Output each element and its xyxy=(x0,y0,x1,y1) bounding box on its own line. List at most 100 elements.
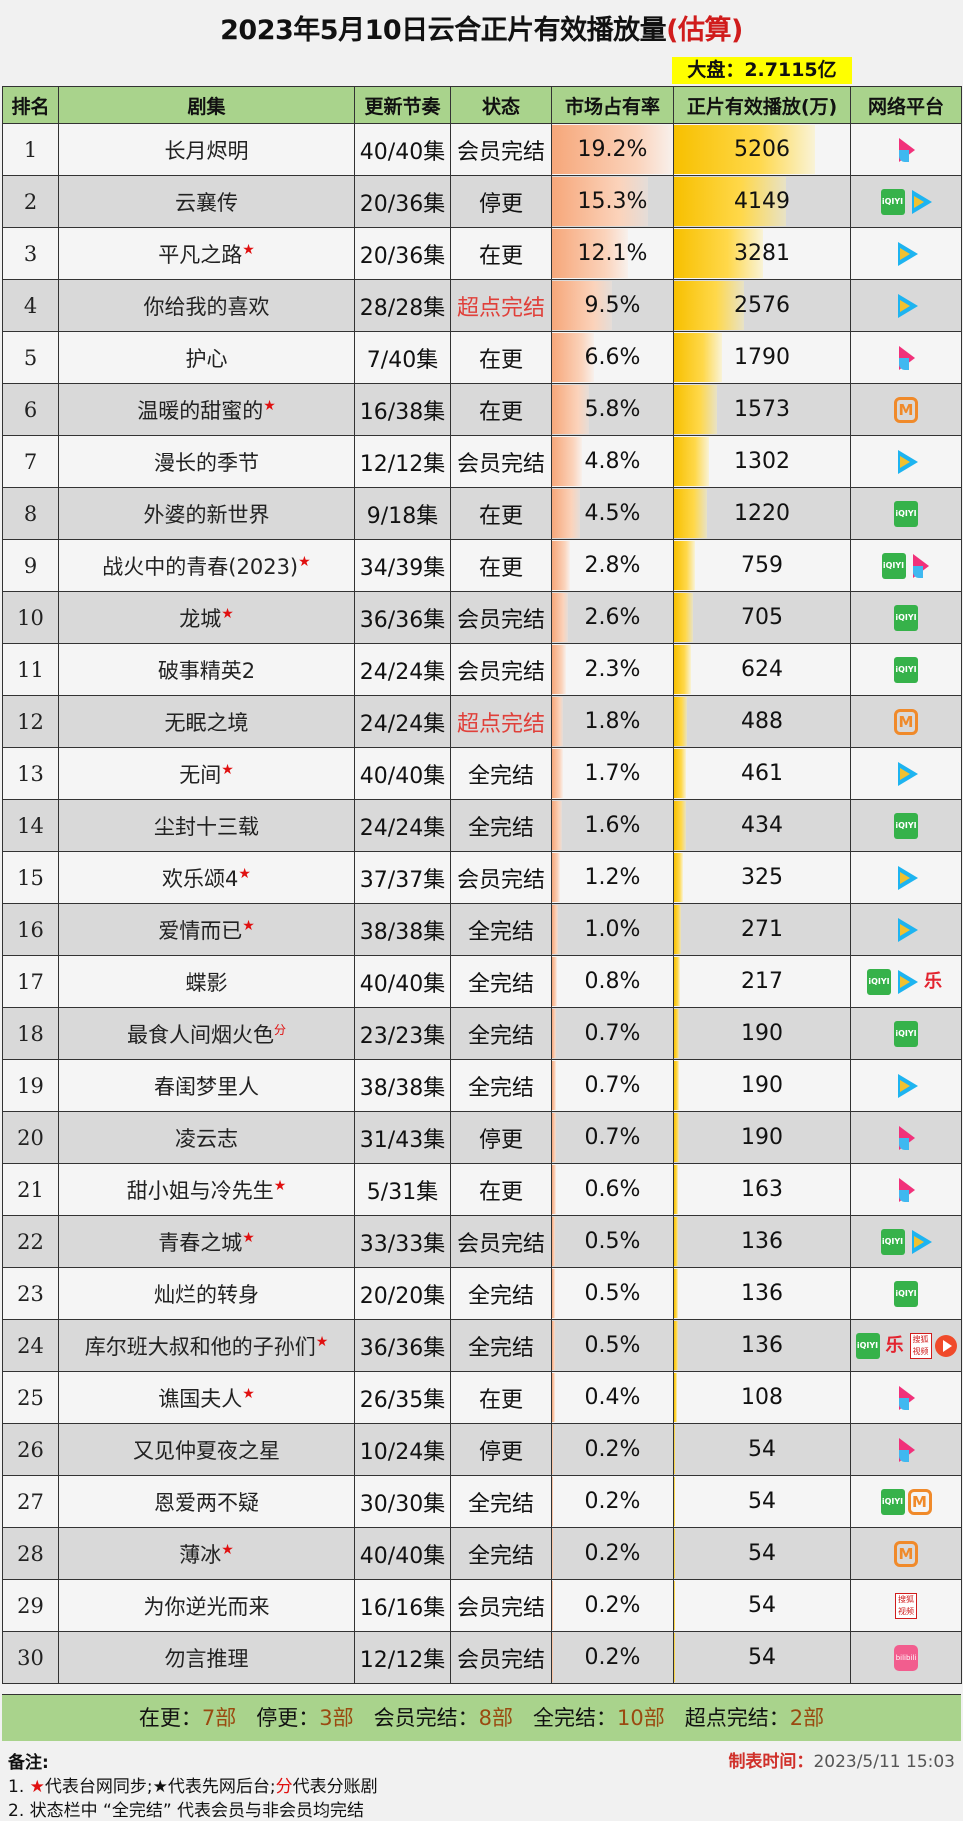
table-row: 24 库尔班大叔和他的子孙们★ 36/36集 全完结 0.5% 136 iQIYI 乐搜狐视频 xyxy=(2,1319,962,1372)
rank-cell: 1 xyxy=(2,123,59,176)
market-share-value: 1.0% xyxy=(584,917,641,942)
iqiyi-icon: iQIYI xyxy=(867,968,891,995)
rank-cell: 22 xyxy=(2,1215,59,1268)
episodes-cell: 20/20集 xyxy=(354,1267,451,1320)
plays-bar xyxy=(674,801,686,850)
plays-cell: 461 xyxy=(673,747,851,800)
redplay-icon xyxy=(934,1334,957,1357)
market-share-cell: 12.1% xyxy=(551,227,674,280)
platform-cell: M xyxy=(850,1527,962,1580)
youku-icon xyxy=(895,1177,917,1203)
platform-cell xyxy=(850,1163,962,1216)
market-share-value: 0.5% xyxy=(584,1281,641,1306)
platform-icons: iQIYI xyxy=(852,1280,961,1307)
status-cell: 在更 xyxy=(450,331,552,384)
episodes-cell: 10/24集 xyxy=(354,1423,451,1476)
table-row: 2 云襄传 20/36集 停更 15.3% 4149 iQIYI xyxy=(2,175,962,228)
iqiyi-icon: iQIYI xyxy=(880,1488,905,1515)
episodes-cell: 40/40集 xyxy=(354,955,451,1008)
platform-cell xyxy=(850,435,962,488)
platform-cell: iQIYI xyxy=(850,539,962,592)
market-share-cell: 2.3% xyxy=(551,643,674,696)
table-row: 5 护心 7/40集 在更 6.6% 1790 xyxy=(2,331,962,384)
bili-icon: bilibili xyxy=(894,1644,918,1671)
market-share-bar xyxy=(552,229,629,278)
star-icon: ★ xyxy=(221,761,234,778)
plays-bar xyxy=(674,1425,676,1474)
market-share-bar xyxy=(552,1425,554,1474)
episodes-cell: 12/12集 xyxy=(354,435,451,488)
status-cell: 全完结 xyxy=(450,1475,552,1528)
market-share-bar xyxy=(552,125,673,174)
drama-name-cell: 欢乐颂4★ xyxy=(58,851,355,904)
platform-cell: iQIYI xyxy=(850,1215,962,1268)
episodes-cell: 40/40集 xyxy=(354,747,451,800)
market-share-value: 0.7% xyxy=(584,1021,641,1046)
drama-name-cell: 战火中的青春(2023)★ xyxy=(58,539,355,592)
drama-name-cell: 护心 xyxy=(58,331,355,384)
plays-bar xyxy=(674,593,694,642)
market-share-bar xyxy=(552,645,567,694)
platform-cell xyxy=(850,1371,962,1424)
drama-name-cell: 漫长的季节 xyxy=(58,435,355,488)
episodes-cell: 24/24集 xyxy=(354,643,451,696)
revenue-share-mark: 分 xyxy=(273,1022,286,1037)
market-share-cell: 9.5% xyxy=(551,279,674,332)
drama-name-cell: 最食人间烟火色分 xyxy=(58,1007,355,1060)
platform-cell xyxy=(850,227,962,280)
plays-value: 136 xyxy=(741,1333,783,1358)
plays-value: 1790 xyxy=(734,345,790,370)
episodes-cell: 37/37集 xyxy=(354,851,451,904)
plays-bar xyxy=(674,541,695,590)
tencent-icon xyxy=(894,865,918,891)
drama-name: 爱情而已 xyxy=(158,918,243,943)
rank-cell: 4 xyxy=(2,279,59,332)
episodes-cell: 31/43集 xyxy=(354,1111,451,1164)
plays-cell: 163 xyxy=(673,1163,851,1216)
drama-name-cell: 薄冰★ xyxy=(58,1527,355,1580)
plays-bar xyxy=(674,177,787,226)
plays-cell: 136 xyxy=(673,1319,851,1372)
market-share-value: 1.6% xyxy=(584,813,641,838)
drama-name: 护心 xyxy=(185,346,228,371)
table-row: 10 龙城★ 36/36集 会员完结 2.6% 705 iQIYI xyxy=(2,591,962,644)
market-share-cell: 1.6% xyxy=(551,799,674,852)
star-icon: ★ xyxy=(242,1229,255,1246)
table-row: 21 甜小姐与冷先生★ 5/31集 在更 0.6% 163 xyxy=(2,1163,962,1216)
platform-cell: iQIYI xyxy=(850,487,962,540)
youku-icon xyxy=(895,345,917,371)
plays-bar xyxy=(674,437,710,486)
status-cell: 会员完结 xyxy=(450,1631,552,1684)
plays-bar xyxy=(674,125,815,174)
summary-count: 7部 xyxy=(201,1706,237,1730)
iqiyi-icon: iQIYI xyxy=(855,1332,880,1359)
platform-cell xyxy=(850,747,962,800)
status-cell: 会员完结 xyxy=(450,643,552,696)
rank-cell: 8 xyxy=(2,487,59,540)
platform-cell: iQIYI 乐搜狐视频 xyxy=(850,1319,962,1372)
market-share-bar xyxy=(552,853,560,902)
plays-bar xyxy=(674,1165,679,1214)
youku-icon xyxy=(895,1125,917,1151)
drama-name-cell: 无眠之境 xyxy=(58,695,355,748)
plays-value: 271 xyxy=(741,917,783,942)
drama-name: 破事精英2 xyxy=(157,658,256,683)
plays-value: 3281 xyxy=(734,241,790,266)
platform-cell: iQIYI M xyxy=(850,1475,962,1528)
note-line-1: 1. ★代表台网同步;★代表先网后台;分代表分账剧 xyxy=(8,1772,378,1797)
youku-icon xyxy=(909,553,931,579)
plays-bar xyxy=(674,281,744,330)
status-cell: 全完结 xyxy=(450,1007,552,1060)
plays-cell: 1790 xyxy=(673,331,851,384)
drama-name: 最食人间烟火色 xyxy=(126,1022,274,1047)
status-cell: 全完结 xyxy=(450,1059,552,1112)
table-row: 15 欢乐颂4★ 37/37集 会员完结 1.2% 325 xyxy=(2,851,962,904)
status-cell: 会员完结 xyxy=(450,1579,552,1632)
market-share-value: 0.2% xyxy=(584,1593,641,1618)
header-episodes: 更新节奏 xyxy=(354,86,451,124)
market-share-cell: 4.5% xyxy=(551,487,674,540)
drama-name-cell: 春闺梦里人 xyxy=(58,1059,355,1112)
plays-cell: 136 xyxy=(673,1267,851,1320)
iqiyi-icon: iQIYI xyxy=(894,1020,918,1047)
plays-bar xyxy=(674,1217,678,1266)
